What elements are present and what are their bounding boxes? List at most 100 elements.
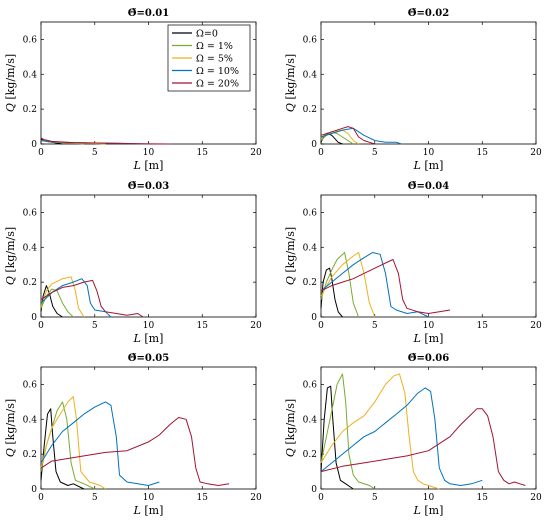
x-tick-label: 15 [477, 493, 489, 503]
x-tick-label: 20 [250, 493, 262, 503]
y-tick-label: 0.6 [23, 35, 38, 45]
subplot-6: Θ̃=0.06 0 5 10 15 20 0 0.2 0.4 0.6 L [m] Q [kg/m/s] [284, 353, 542, 517]
y-tick-label: 0.6 [303, 208, 318, 218]
x-tick-label: 10 [143, 321, 155, 331]
y-tick-label: 0.4 [303, 70, 318, 80]
y-tick-label: 0.4 [303, 243, 318, 253]
legend-entry: Ω = 10% [196, 66, 239, 77]
y-axis-label: Q [kg/m/s] [4, 54, 17, 112]
x-axis-label: L [m] [133, 504, 164, 517]
series-line-2 [320, 252, 360, 318]
y-tick-label: 0 [31, 485, 37, 495]
y-tick-label: 0.4 [23, 415, 38, 425]
series-line-3 [320, 252, 376, 318]
x-tick-label: 0 [318, 321, 324, 331]
x-tick-label: 10 [423, 148, 435, 158]
legend-entry: Ω = 5% [196, 54, 233, 65]
subplot-title: Θ̃=0.03 [128, 181, 169, 192]
y-axis-label: Q [kg/m/s] [4, 399, 17, 457]
series-line-4 [40, 401, 160, 486]
subplot-title: Θ̃=0.04 [408, 181, 449, 192]
subplot-title: Θ̃=0.01 [128, 8, 169, 19]
y-axis-label: Q [kg/m/s] [284, 227, 297, 285]
y-tick-label: 0 [31, 313, 37, 323]
y-tick-label: 0.2 [303, 278, 317, 288]
x-tick-label: 20 [250, 148, 262, 158]
x-tick-label: 0 [38, 148, 44, 158]
y-tick-label: 0.6 [303, 380, 318, 390]
series-line-5 [320, 259, 451, 314]
x-tick-label: 0 [318, 148, 324, 158]
series-line-5 [40, 417, 230, 486]
axes-frame [320, 21, 537, 145]
legend-entry: Ω = 20% [196, 79, 239, 90]
x-axis-label: L [m] [133, 332, 164, 345]
y-tick-label: 0.2 [303, 105, 317, 115]
x-tick-label: 15 [197, 321, 209, 331]
axes-frame [320, 366, 537, 490]
y-tick-label: 0.2 [23, 278, 37, 288]
y-axis-label: Q [kg/m/s] [284, 399, 297, 457]
x-tick-label: 0 [38, 493, 44, 503]
series-line-3 [40, 396, 106, 490]
y-tick-label: 0.6 [23, 208, 38, 218]
x-tick-label: 5 [372, 493, 378, 503]
x-tick-label: 15 [477, 321, 489, 331]
x-axis-label: L [m] [413, 504, 444, 517]
x-tick-label: 20 [530, 148, 542, 158]
x-tick-label: 20 [530, 493, 542, 503]
x-tick-label: 10 [423, 493, 435, 503]
x-tick-label: 15 [197, 493, 209, 503]
x-axis-label: L [m] [133, 159, 164, 172]
legend-entry: Ω = 1% [196, 41, 233, 52]
y-tick-label: 0.4 [23, 243, 38, 253]
y-axis-label: Q [kg/m/s] [4, 227, 17, 285]
subplot-title: Θ̃=0.06 [408, 353, 449, 364]
series-line-4 [320, 387, 483, 486]
legend: Ω=0Ω = 1% Ω = 5%Ω = 10% Ω = 20% [167, 24, 251, 92]
subplot-2: Θ̃=0.02 0 5 10 15 20 0 0.2 0.4 0.6 L [m] Q [kg/m/s] [284, 8, 542, 172]
y-tick-label: 0 [311, 485, 317, 495]
series-line-5 [320, 126, 375, 145]
subplot-4: Θ̃=0.04 0 5 10 15 20 0 0.2 0.4 0.6 L [m] Q [kg/m/s] [284, 181, 542, 345]
y-tick-label: 0 [311, 313, 317, 323]
y-tick-label: 0 [311, 140, 317, 150]
series-line-5 [40, 279, 144, 318]
y-tick-label: 0.2 [303, 450, 317, 460]
x-tick-label: 15 [477, 148, 489, 158]
x-tick-label: 10 [143, 493, 155, 503]
y-tick-label: 0.4 [303, 415, 318, 425]
x-tick-label: 5 [372, 321, 378, 331]
series-line-1 [40, 408, 85, 490]
subplot-3: Θ̃=0.03 0 5 10 15 20 0 0.2 0.4 0.6 L [m] Q [kg/m/s] [4, 181, 262, 345]
series-line-3 [40, 276, 85, 318]
subplot-title: Θ̃=0.02 [408, 8, 449, 19]
y-tick-label: 0.2 [23, 450, 37, 460]
x-axis-label: L [m] [413, 332, 444, 345]
subplot-1: Θ̃=0.01 0 5 10 15 20 0 0.2 0.4 0.6 L [m] Q [kg/m/s]… [4, 8, 262, 172]
y-tick-label: 0.6 [303, 35, 318, 45]
subplot-title: Θ̃=0.05 [128, 353, 169, 364]
x-tick-label: 5 [92, 148, 98, 158]
y-axis-label: Q [kg/m/s] [284, 54, 297, 112]
legend-entry: Ω=0 [196, 29, 218, 40]
y-tick-label: 0.4 [23, 70, 38, 80]
axes-frame [40, 194, 257, 318]
y-tick-label: 0.2 [23, 105, 37, 115]
x-tick-label: 0 [38, 321, 44, 331]
x-tick-label: 20 [530, 321, 542, 331]
x-axis-label: L [m] [413, 159, 444, 172]
x-tick-label: 20 [250, 321, 262, 331]
y-tick-label: 0.6 [23, 380, 38, 390]
series-line-4 [320, 252, 429, 318]
x-tick-label: 10 [423, 321, 435, 331]
subplot-5: Θ̃=0.05 0 5 10 15 20 0 0.2 0.4 0.6 L [m] Q [kg/m/s] [4, 353, 262, 517]
series-line-3 [320, 373, 440, 490]
legend-box [167, 24, 251, 92]
x-tick-label: 0 [318, 493, 324, 503]
series-line-5 [320, 408, 526, 486]
axes-frame [320, 194, 537, 318]
x-tick-label: 15 [197, 148, 209, 158]
series-line-1 [320, 385, 354, 490]
